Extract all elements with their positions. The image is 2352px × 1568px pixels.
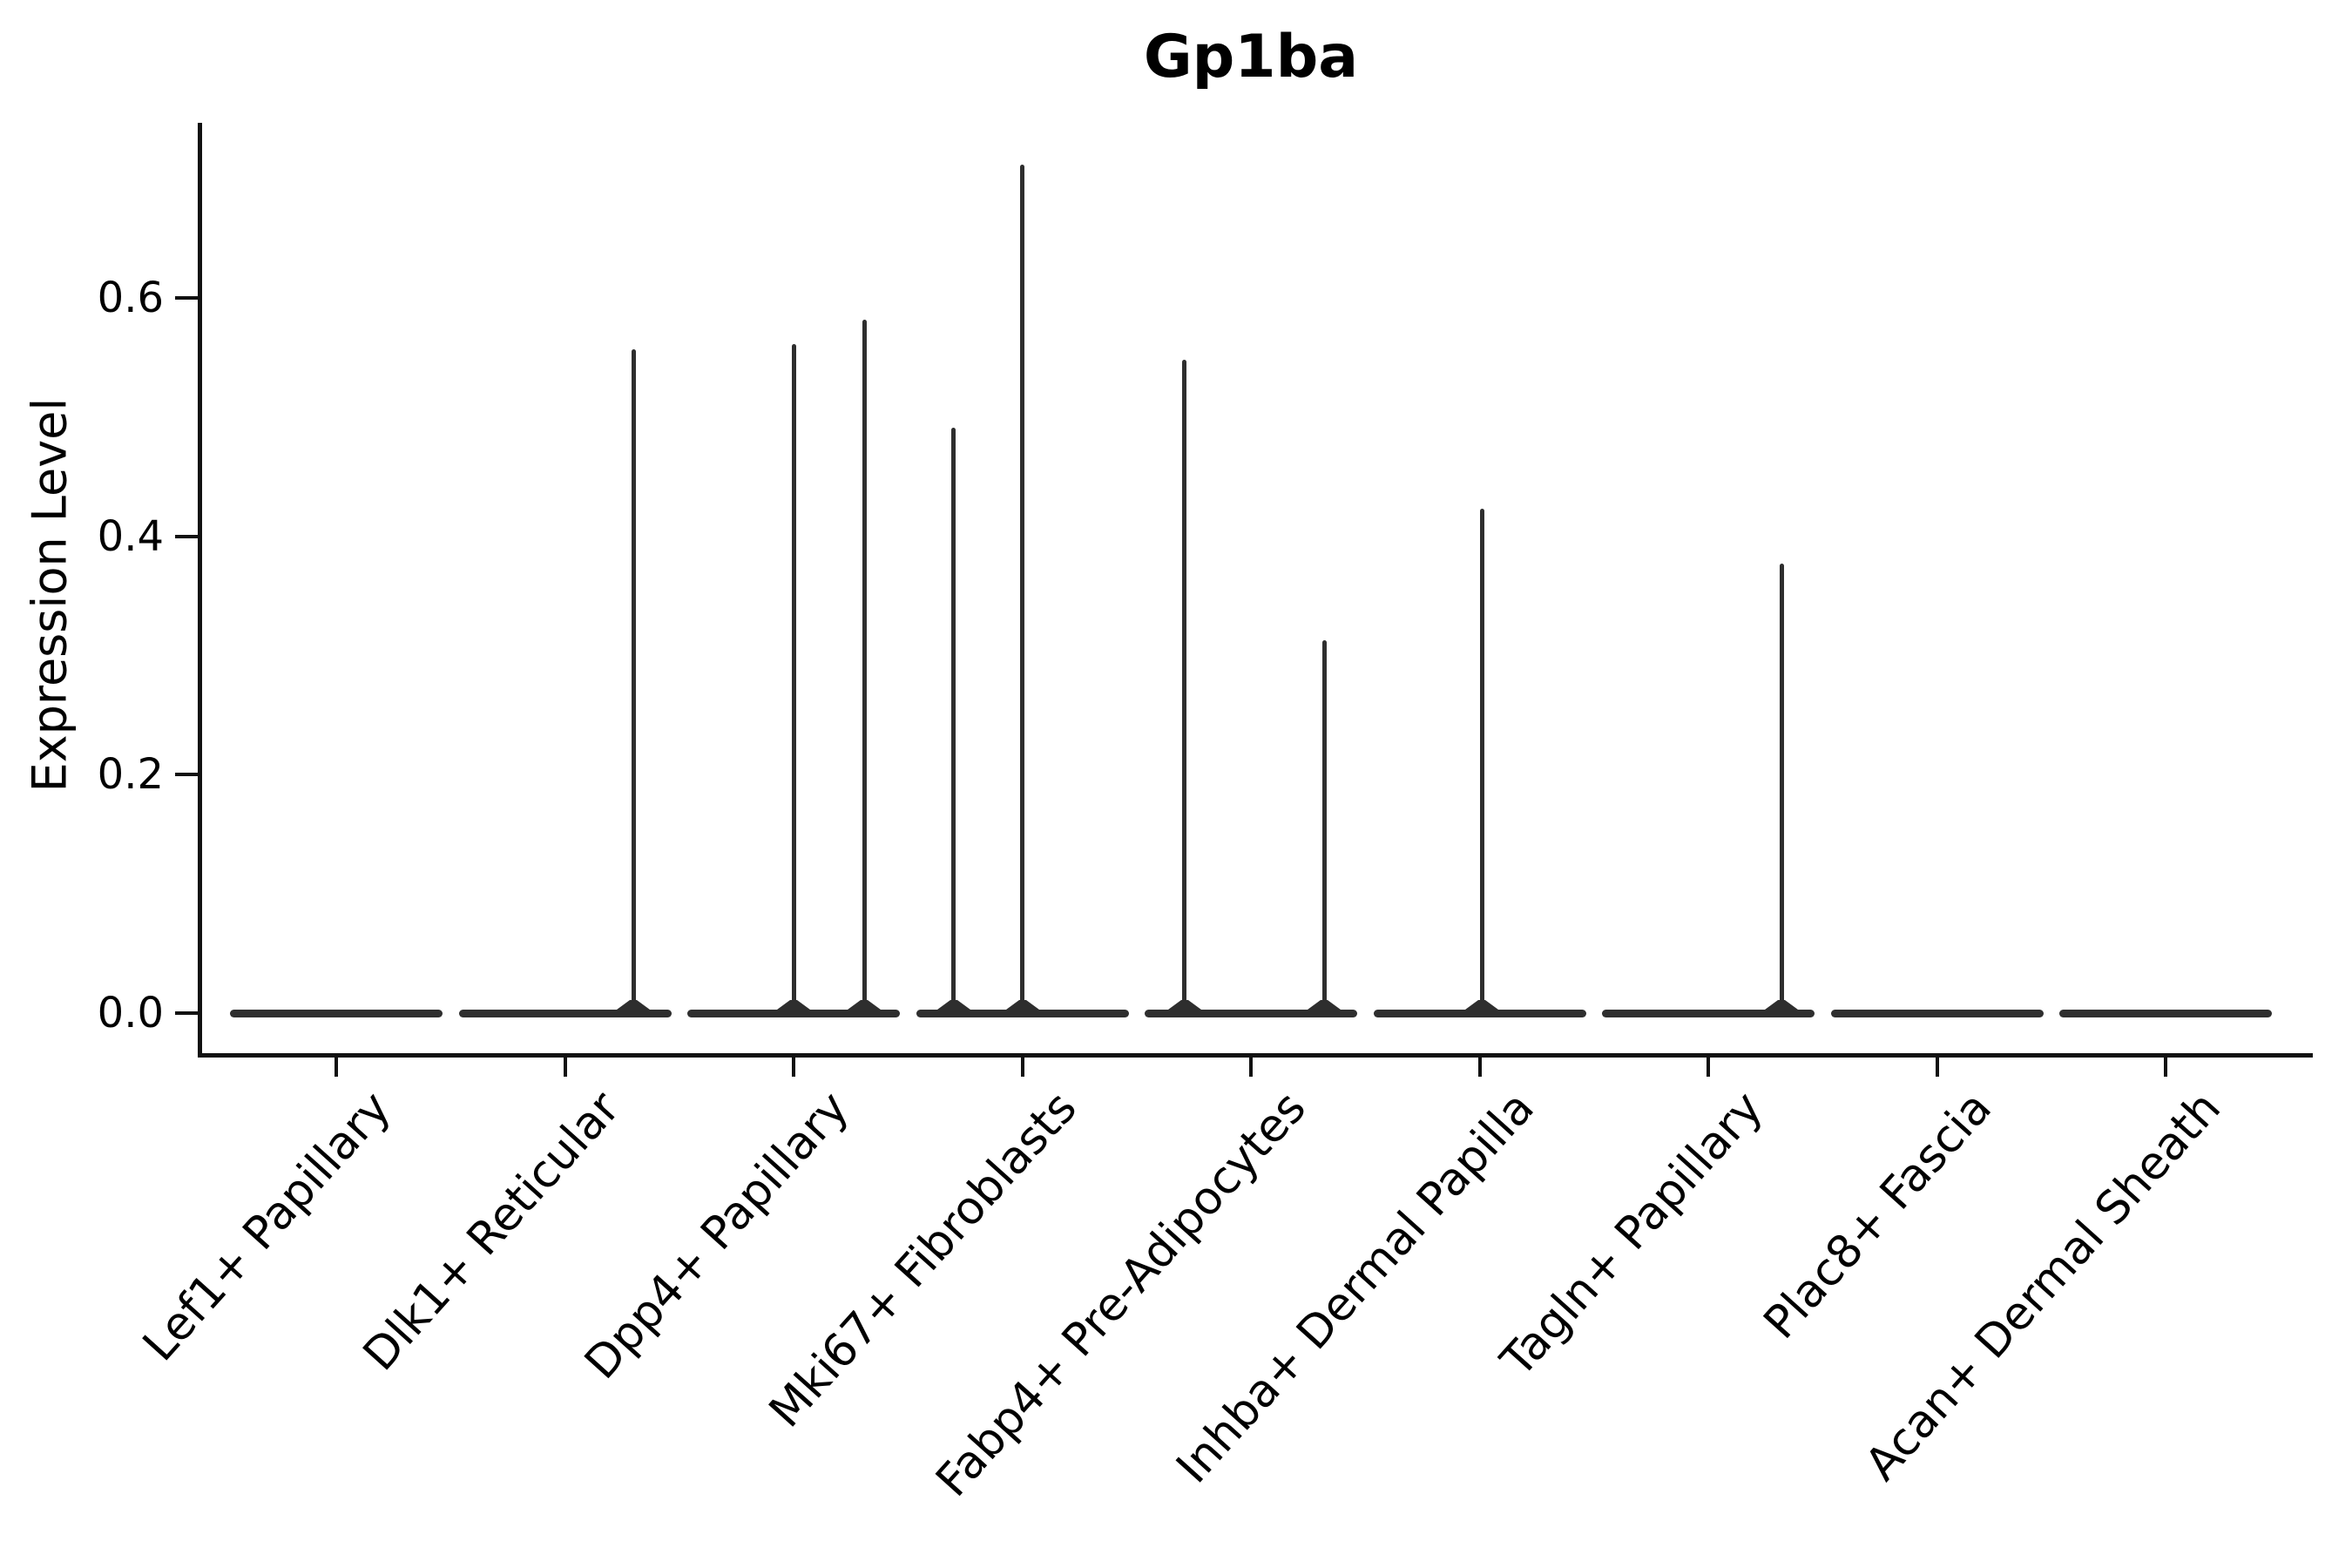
x-tick <box>563 1058 567 1077</box>
violin-spike <box>791 344 796 1010</box>
violin-baseline <box>1373 1009 1586 1017</box>
violin-baseline <box>1830 1009 2044 1017</box>
y-tick <box>175 295 198 300</box>
violin-spike <box>1479 509 1484 1010</box>
y-tick-label: 0.6 <box>97 273 164 322</box>
y-tick <box>175 773 198 777</box>
violin-baseline <box>1602 1009 1815 1017</box>
violin-spike <box>1182 360 1187 1010</box>
x-tick-label: Dlk1+ Reticular <box>353 1082 631 1382</box>
x-tick-label: Fabp4+ Pre-Adipocytes <box>926 1082 1316 1507</box>
x-tick-label: Lef1+ Papillary <box>133 1082 402 1372</box>
violin-baseline <box>458 1009 672 1017</box>
violin-spike <box>951 428 956 1010</box>
violin-baseline <box>916 1009 1129 1017</box>
x-tick <box>1477 1058 1482 1077</box>
y-axis-label: Expression Level <box>22 397 78 793</box>
violin-baseline <box>230 1009 443 1017</box>
plot-area <box>198 123 2313 1058</box>
x-tick <box>1020 1058 1024 1077</box>
violin-spike <box>1321 639 1327 1010</box>
y-tick-label: 0.0 <box>97 989 164 1037</box>
violin-spike <box>862 319 867 1010</box>
violin-spike <box>1779 564 1784 1010</box>
violin-spike <box>1020 164 1024 1010</box>
violin-spike <box>631 348 636 1010</box>
y-tick <box>175 1011 198 1015</box>
violin-baseline <box>687 1009 900 1017</box>
x-tick <box>1249 1058 1253 1077</box>
x-tick <box>1935 1058 1939 1077</box>
x-tick-label: Plac8+ Fascia <box>1754 1082 2003 1349</box>
violin-baseline <box>1145 1009 1357 1017</box>
chart-title: Gp1ba <box>1143 23 1359 91</box>
x-tick <box>335 1058 338 1077</box>
x-tick <box>1707 1058 1710 1077</box>
y-tick-label: 0.2 <box>97 750 164 800</box>
y-tick <box>175 534 198 538</box>
x-tick <box>2164 1058 2167 1077</box>
violin-baseline <box>2059 1009 2272 1017</box>
x-tick <box>792 1058 795 1077</box>
y-tick-label: 0.4 <box>97 511 164 561</box>
